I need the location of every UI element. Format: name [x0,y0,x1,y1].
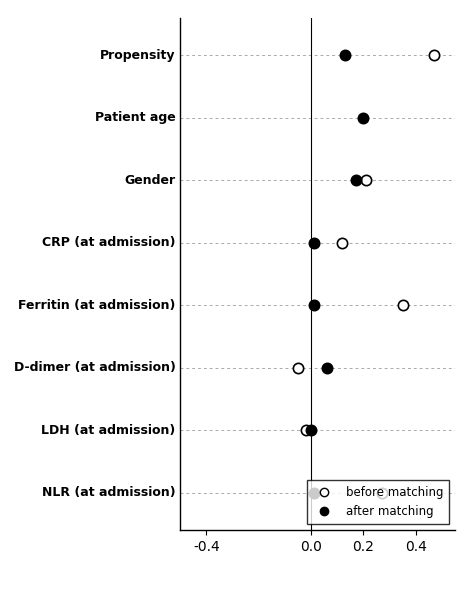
Point [310,238,318,247]
Point [302,425,310,435]
Text: Propensity: Propensity [100,49,175,62]
Point [430,51,438,60]
Text: CRP (at admission): CRP (at admission) [42,236,175,249]
Point [294,363,302,372]
Point [362,176,370,185]
Point [323,363,330,372]
Point [399,300,407,310]
Text: D-dimer (at admission): D-dimer (at admission) [13,361,175,374]
Point [341,51,349,60]
Text: Gender: Gender [124,174,175,187]
Text: NLR (at admission): NLR (at admission) [42,486,175,499]
Point [378,488,385,497]
Point [307,425,315,435]
Point [352,176,359,185]
Text: LDH (at admission): LDH (at admission) [41,423,175,436]
Point [310,488,318,497]
Point [360,113,367,123]
Point [338,238,346,247]
Point [310,300,318,310]
Text: Patient age: Patient age [95,111,175,124]
Legend: before matching, after matching: before matching, after matching [307,481,449,524]
Text: Ferritin (at admission): Ferritin (at admission) [18,299,175,312]
